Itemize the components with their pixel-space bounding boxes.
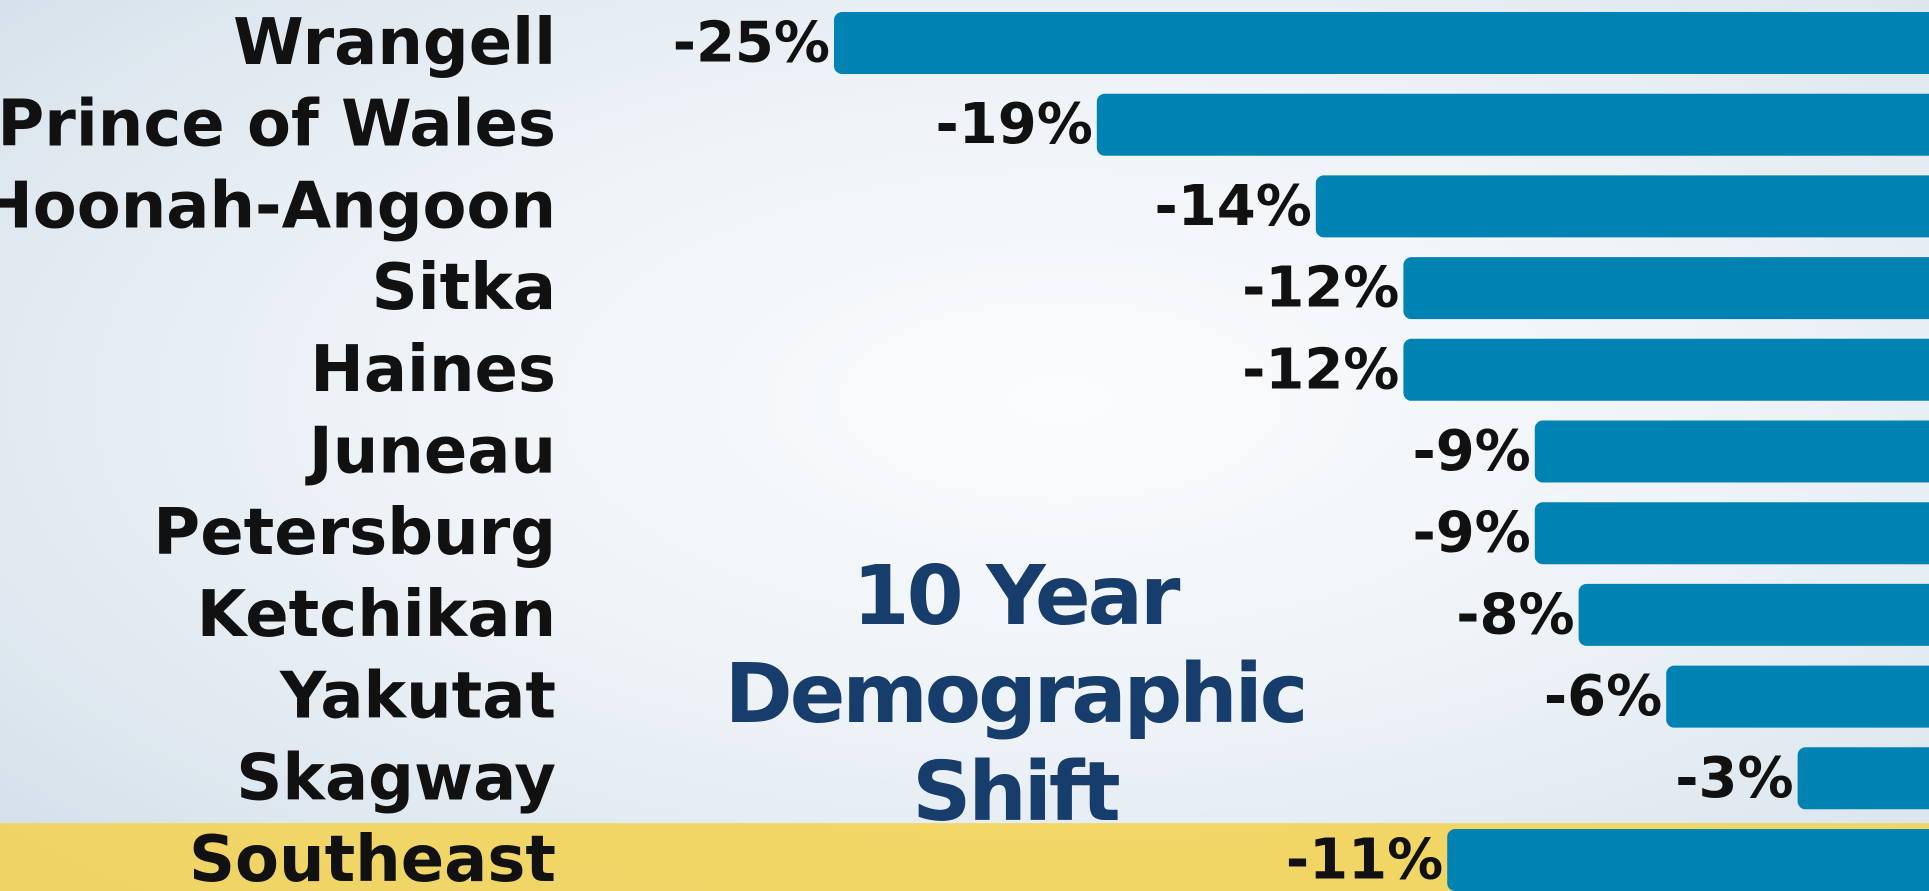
bar (1097, 94, 1929, 156)
category-label: Haines (310, 333, 556, 407)
chart: Wrangell -25% Prince of Wales -19% Hoonah-An… (0, 0, 1929, 891)
value-label: -9% (1412, 501, 1530, 566)
value-label: -12% (1242, 337, 1399, 402)
bar (1447, 829, 1929, 891)
value-label: -6% (1544, 664, 1662, 729)
bar (1579, 584, 1929, 646)
bar (1316, 175, 1929, 237)
category-label: Petersburg (153, 496, 556, 570)
category-label: Ketchikan (197, 578, 556, 652)
value-label: -14% (1155, 174, 1312, 239)
category-label: Sitka (372, 251, 556, 325)
value-label: -12% (1242, 256, 1399, 321)
category-label: Southeast (189, 823, 556, 891)
bar (1798, 747, 1929, 809)
category-label: Wrangell (233, 6, 556, 80)
bar (1535, 502, 1929, 564)
value-label: -8% (1456, 582, 1574, 647)
category-label: Prince of Wales (0, 88, 556, 162)
value-label: -19% (936, 92, 1093, 157)
bar (1666, 666, 1929, 728)
bar (834, 12, 1929, 74)
value-label: -25% (673, 11, 830, 76)
bar (1403, 257, 1929, 319)
category-label: Yakutat (279, 660, 556, 734)
category-label: Hoonah-Angoon (0, 169, 556, 243)
category-label: Skagway (236, 741, 556, 815)
category-label: Juneau (305, 415, 556, 489)
value-label: -3% (1675, 746, 1793, 811)
value-label: -9% (1412, 419, 1530, 484)
bar (1403, 339, 1929, 401)
bar (1535, 421, 1929, 483)
chart-title: 10 Year Demographic Shift (640, 548, 1390, 842)
